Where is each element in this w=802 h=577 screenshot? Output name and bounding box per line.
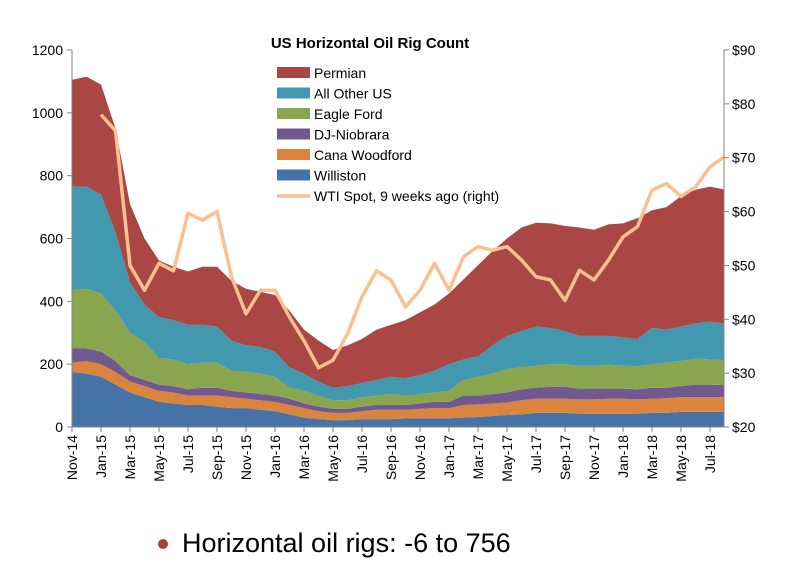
area-all-other-us bbox=[72, 186, 725, 401]
area-cana-woodford bbox=[72, 361, 725, 421]
x-tick-label: Sep-15 bbox=[209, 435, 225, 480]
x-tick-label: Nov-17 bbox=[586, 435, 602, 480]
x-tick-label: Jul-16 bbox=[354, 435, 370, 473]
legend-label: All Other US bbox=[314, 86, 392, 102]
area-dj-niobrara bbox=[72, 348, 725, 413]
legend-swatch-eagle-ford bbox=[277, 108, 310, 119]
y2-tick-label: $70 bbox=[732, 150, 756, 166]
x-tick-label: Jul-15 bbox=[180, 435, 196, 473]
y-tick-label: 1000 bbox=[32, 105, 63, 121]
x-tick-label: Nov-15 bbox=[238, 435, 254, 480]
x-tick-label: Mar-18 bbox=[644, 435, 660, 480]
axes: 0 200 400 600 800 1000 1200 $20 $30 $40 $50 $60 $70 $… bbox=[32, 42, 756, 482]
legend-label: DJ-Niobrara bbox=[314, 127, 390, 143]
y2-tick-label: $50 bbox=[732, 257, 756, 273]
legend-label: WTI Spot, 9 weeks ago (right) bbox=[314, 188, 499, 204]
caption-bullet-item: Horizontal oil rigs: -6 to 756 bbox=[158, 528, 511, 559]
rig-count-chart: US Horizontal Oil Rig Count 0 200 400 600 80… bbox=[32, 35, 756, 482]
x-tick-label: Mar-16 bbox=[296, 435, 312, 480]
x-tick-label: Nov-16 bbox=[412, 435, 428, 480]
y2-tick-label: $30 bbox=[732, 365, 756, 381]
x-tick-label: Jul-17 bbox=[528, 435, 544, 473]
legend-swatch-cana-woodford bbox=[277, 149, 310, 160]
legend-label: Permian bbox=[314, 65, 366, 81]
x-tick-label: Mar-17 bbox=[470, 435, 486, 480]
legend-swatch-all-other-us bbox=[277, 87, 310, 99]
legend-label: Cana Woodford bbox=[314, 147, 412, 163]
y-tick-label: 400 bbox=[40, 293, 64, 309]
stacked-areas bbox=[72, 76, 725, 427]
x-tick-label: Jan-17 bbox=[441, 435, 457, 478]
legend-swatch-dj-niobrara bbox=[277, 128, 310, 140]
y-tick-label: 0 bbox=[55, 419, 63, 435]
legend-label: Williston bbox=[314, 168, 366, 184]
x-tick-label: Jan-15 bbox=[93, 435, 109, 478]
area-eagle-ford bbox=[72, 288, 725, 409]
x-tick-label: May-18 bbox=[673, 435, 689, 482]
x-tick-label: Jan-16 bbox=[267, 435, 283, 478]
area-williston bbox=[72, 372, 725, 427]
x-tick-label: May-16 bbox=[325, 435, 341, 482]
x-tick-label: Sep-16 bbox=[383, 435, 399, 480]
x-tick-label: Sep-17 bbox=[557, 435, 573, 480]
y-tick-label: 800 bbox=[40, 168, 64, 184]
y2-tick-label: $40 bbox=[732, 311, 756, 327]
caption-text: Horizontal oil rigs: -6 to 756 bbox=[182, 528, 511, 558]
x-tick-label: Mar-15 bbox=[122, 435, 138, 480]
x-tick-label: May-15 bbox=[151, 435, 167, 482]
wti-spot-line bbox=[99, 113, 726, 370]
area-permian bbox=[72, 76, 725, 388]
y2-tick-label: $90 bbox=[732, 42, 756, 58]
x-tick-label: May-17 bbox=[499, 435, 515, 482]
legend-swatch-permian bbox=[277, 67, 310, 78]
legend-swatch-williston bbox=[277, 169, 310, 181]
x-tick-label: Nov-14 bbox=[64, 435, 80, 480]
y2-tick-label: $20 bbox=[732, 419, 756, 435]
x-tick-label: Jul-18 bbox=[702, 435, 718, 473]
legend-label: Eagle Ford bbox=[314, 106, 382, 122]
legend: Permian All Other US Eagle Ford DJ-Niobrara… bbox=[277, 65, 499, 204]
chart-title: US Horizontal Oil Rig Count bbox=[271, 35, 469, 52]
y-tick-label: 200 bbox=[40, 356, 64, 372]
x-tick-label: Jan-18 bbox=[615, 435, 631, 478]
y-tick-label: 600 bbox=[40, 231, 64, 247]
bullet-icon bbox=[158, 538, 168, 549]
wti-line-layer bbox=[99, 113, 726, 370]
y2-tick-label: $60 bbox=[732, 204, 756, 220]
y-tick-label: 1200 bbox=[32, 42, 63, 58]
y2-tick-label: $80 bbox=[732, 96, 756, 112]
